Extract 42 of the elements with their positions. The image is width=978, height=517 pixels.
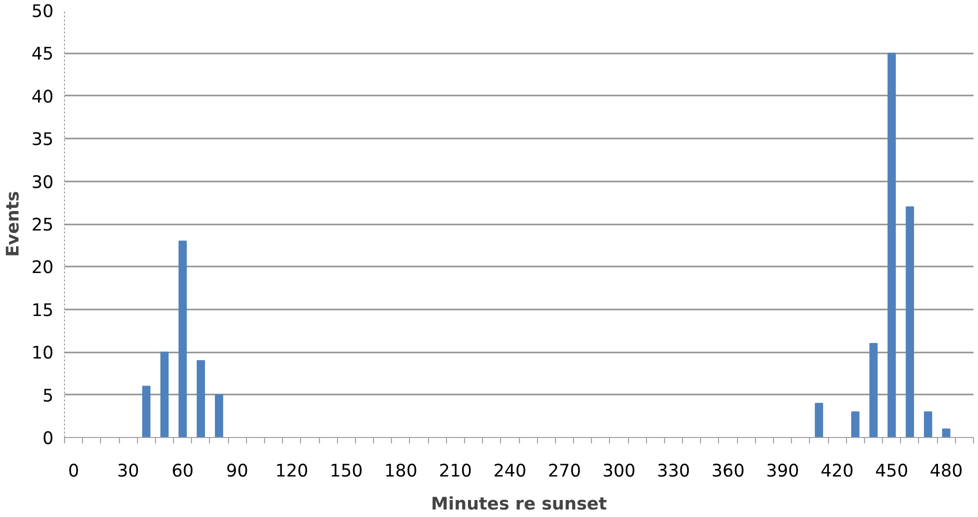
y-tick-label: 25 — [31, 216, 54, 236]
x-tick-label: 0 — [68, 462, 80, 482]
x-tick-label: 300 — [602, 462, 636, 482]
bar — [160, 352, 169, 438]
bar — [814, 402, 824, 438]
x-tick-label: 420 — [820, 462, 854, 482]
bar — [214, 394, 224, 438]
y-tick-label: 5 — [42, 386, 54, 406]
x-tick-label: 480 — [930, 462, 963, 482]
x-tick-label: 150 — [330, 462, 363, 482]
x-axis-title: Minutes re sunset — [431, 494, 607, 514]
bar — [942, 428, 950, 438]
x-tick-label: 210 — [438, 462, 472, 482]
x-tick-label: 180 — [384, 462, 418, 482]
x-tick-label: 90 — [226, 462, 248, 482]
y-tick-label: 0 — [42, 429, 54, 449]
x-tick-label: 360 — [712, 462, 745, 482]
x-tick-label: 30 — [117, 462, 140, 482]
x-tick-label: 240 — [493, 462, 526, 482]
x-tick-label: 390 — [766, 462, 800, 482]
y-tick-label: 15 — [31, 300, 54, 321]
x-tick-label: 270 — [548, 462, 581, 482]
y-tick-label: 45 — [31, 44, 54, 65]
bar — [851, 411, 860, 438]
y-axis-title: Events — [3, 191, 24, 257]
x-tick-label: 60 — [172, 462, 194, 482]
y-tick-label: 20 — [31, 258, 54, 278]
y-tick-label: 50 — [31, 2, 54, 22]
x-tick-label: 330 — [656, 462, 690, 482]
x-tick-label: 450 — [875, 462, 908, 482]
bar — [888, 52, 896, 438]
y-tick-label: 35 — [31, 130, 54, 150]
y-tick-label: 30 — [31, 172, 54, 193]
bar — [178, 240, 187, 438]
bar — [196, 360, 205, 438]
bar — [924, 411, 932, 438]
y-tick-label: 10 — [31, 344, 54, 364]
bar — [869, 343, 878, 438]
bar — [906, 206, 914, 438]
x-tick-label: 120 — [275, 462, 308, 482]
bar — [142, 386, 150, 438]
y-tick-label: 40 — [31, 87, 54, 108]
